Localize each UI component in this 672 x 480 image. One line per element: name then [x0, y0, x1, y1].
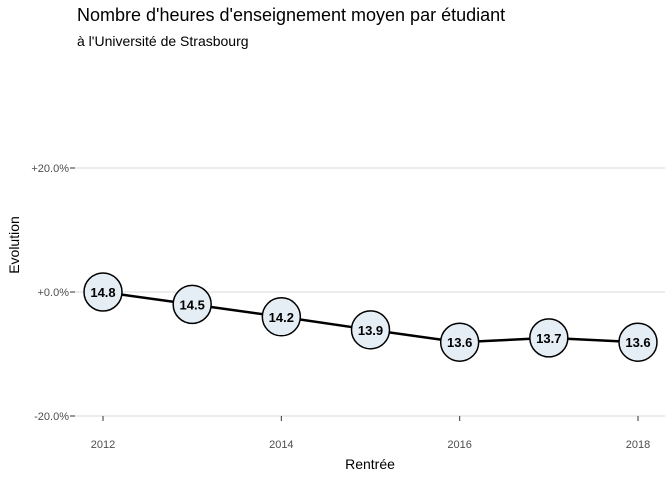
data-point [529, 318, 569, 358]
x-tick-label: 2016 [447, 439, 471, 451]
chart-title: Nombre d'heures d'enseignement moyen par… [77, 5, 505, 25]
data-point [172, 284, 212, 325]
y-axis: +20.0% +0.0% -20.0% [31, 163, 75, 423]
data-point [261, 297, 302, 337]
y-axis-title: Evolution [6, 216, 22, 274]
data-label: 13.6 [447, 335, 472, 350]
grid [75, 167, 665, 417]
y-tick-label: +0.0% [38, 287, 70, 299]
data-point [83, 272, 123, 312]
x-tick-label: 2014 [269, 439, 293, 451]
data-label: 13.7 [536, 331, 561, 346]
y-tick-label: +20.0% [31, 163, 69, 175]
x-axis: 2012 2014 2016 2018 [91, 416, 650, 451]
chart-subtitle: à l'Université de Strasbourg [77, 33, 249, 49]
x-tick-label: 2018 [626, 439, 650, 451]
data-label: 14.8 [90, 285, 115, 300]
points-group: 14.8 14.5 14.2 13.9 13.6 13.7 13.6 [83, 272, 658, 362]
data-label: 13.6 [625, 335, 650, 350]
data-label: 14.2 [269, 310, 294, 325]
data-point [350, 310, 391, 350]
x-tick-label: 2012 [91, 439, 115, 451]
data-label: 14.5 [180, 297, 205, 312]
data-point [618, 322, 658, 362]
data-point [439, 322, 480, 362]
data-label: 13.9 [358, 323, 383, 338]
y-tick-label: -20.0% [34, 411, 69, 423]
x-axis-title: Rentrée [345, 456, 395, 472]
